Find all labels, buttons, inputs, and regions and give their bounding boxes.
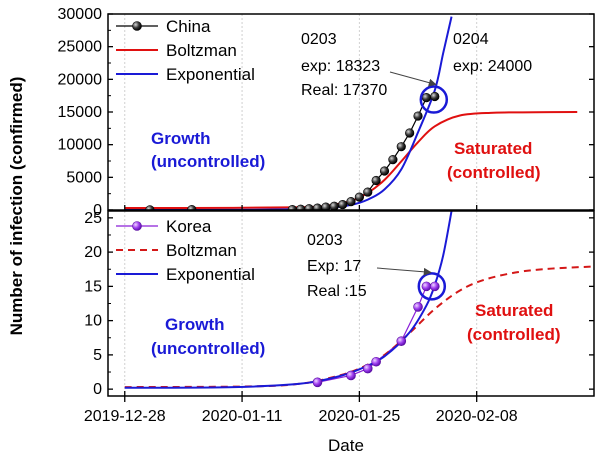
bottom-markers: [312, 281, 440, 388]
bottom-saturated-label: Saturated: [475, 301, 553, 320]
top-y-tick-label: 25000: [58, 39, 103, 56]
top-annotation-date-0203: 0203: [301, 31, 337, 48]
bottom-growth-label: Growth: [165, 315, 225, 334]
bottom-axes-frame: [107, 210, 595, 397]
top-grid: [124, 14, 478, 210]
bottom-series-korea: [317, 285, 435, 383]
bottom-y-tick-label: 15: [84, 278, 102, 295]
bottom-legend: Korea Boltzman Exponential: [116, 217, 255, 284]
bottom-annotations: 0203 Exp: 17 Real :15 Growth (uncontrolled) S…: [151, 232, 561, 358]
bottom-y-tick-label: 5: [93, 347, 102, 364]
top-legend-label-exponential: Exponential: [166, 65, 255, 84]
bottom-legend-marker: [132, 221, 142, 231]
bottom-y-tick-label: 25: [84, 210, 102, 227]
x-tick-label: 2020-01-25: [318, 408, 400, 425]
bottom-data-point: [396, 336, 407, 346]
bottom-legend-label-exponential: Exponential: [166, 265, 255, 284]
top-data-point: [346, 196, 356, 207]
axes-frames: [107, 13, 595, 397]
bottom-annotation-exp-value: Exp: 17: [307, 258, 361, 275]
top-data-point: [363, 187, 373, 197]
top-axes-frame: [107, 13, 595, 211]
top-legend-label-china: China: [166, 17, 211, 36]
bottom-y-tick-label: 0: [93, 381, 102, 398]
top-y-tick-label: 0: [93, 202, 102, 219]
bottom-legend-label-korea: Korea: [166, 217, 212, 236]
top-data-point: [296, 204, 306, 210]
bottom-y-ticks: 0 5 10 15 20 25: [84, 210, 594, 398]
top-legend-marker: [132, 21, 142, 31]
x-axis-label: Date: [328, 436, 364, 455]
bottom-legend-label-boltzman: Boltzman: [166, 241, 237, 260]
bottom-data-point: [429, 281, 440, 292]
top-data-point: [421, 92, 432, 103]
bottom-growth-sublabel: (uncontrolled): [151, 339, 265, 358]
top-annotation-exp-0204: exp: 24000: [453, 58, 532, 75]
top-markers: [145, 91, 440, 210]
top-data-point: [413, 111, 423, 121]
top-saturated-sublabel: (controlled): [447, 163, 541, 182]
bottom-saturated-sublabel: (controlled): [467, 325, 561, 344]
top-panel: 0 5000 10000 15000 20000 25000 30000 China Bolt…: [58, 6, 594, 219]
top-data-point: [405, 128, 415, 138]
bottom-data-point: [421, 281, 432, 292]
bottom-data-point: [413, 302, 423, 312]
top-growth-sublabel: (uncontrolled): [151, 152, 265, 171]
top-data-point: [371, 175, 381, 186]
bottom-panel: 0 5 10 15 20 25 Korea Boltzman Exponential 0203…: [84, 210, 594, 398]
top-data-point: [379, 166, 390, 176]
top-annotations: 0203 exp: 18323 Real: 17370 0204 exp: 24000 G…: [151, 31, 541, 182]
bottom-y-tick-label: 10: [84, 313, 102, 330]
top-data-point: [354, 192, 364, 202]
bottom-data-point: [346, 370, 356, 381]
top-annotation-exp-value: exp: 18323: [301, 58, 380, 75]
y-axis-label: Number of infection (confirmed): [7, 77, 26, 336]
top-annotation-arrow: [389, 71, 437, 87]
bottom-data-point: [312, 377, 323, 388]
bottom-annotation-real-value: Real :15: [307, 283, 367, 300]
bottom-data-point: [362, 363, 373, 374]
top-y-tick-label: 15000: [58, 104, 103, 121]
top-legend-label-boltzman: Boltzman: [166, 41, 237, 60]
top-data-point: [430, 91, 440, 102]
x-axis-ticks: 2019-12-28 2020-01-11 2020-01-25 2020-02-08: [84, 396, 518, 425]
top-y-tick-label: 20000: [58, 71, 103, 88]
top-annotation-date-0204: 0204: [453, 31, 489, 48]
x-tick-label: 2020-01-11: [202, 408, 283, 425]
bottom-annotation-date-0203: 0203: [307, 232, 343, 249]
top-y-tick-label: 5000: [66, 169, 102, 186]
x-tick-label: 2020-02-08: [436, 408, 518, 425]
x-tick-label: 2019-12-28: [84, 408, 166, 425]
top-data-point: [338, 199, 348, 210]
bottom-data-point: [371, 356, 381, 367]
top-y-ticks: 0 5000 10000 15000 20000 25000 30000: [58, 6, 594, 219]
top-y-tick-label: 30000: [58, 6, 103, 23]
top-annotation-real-value: Real: 17370: [301, 82, 387, 99]
bottom-series-exponential: [124, 211, 453, 389]
bottom-highlight-circle: [417, 272, 447, 301]
top-y-tick-label: 10000: [58, 137, 103, 154]
bottom-grid: [124, 211, 478, 396]
top-growth-label: Growth: [151, 129, 211, 148]
top-legend: China Boltzman Exponential: [116, 17, 255, 84]
bottom-annotation-arrow: [376, 267, 432, 276]
bottom-y-tick-label: 20: [84, 244, 102, 261]
top-data-point: [388, 155, 398, 165]
top-data-point: [396, 142, 406, 152]
top-saturated-label: Saturated: [454, 139, 532, 158]
